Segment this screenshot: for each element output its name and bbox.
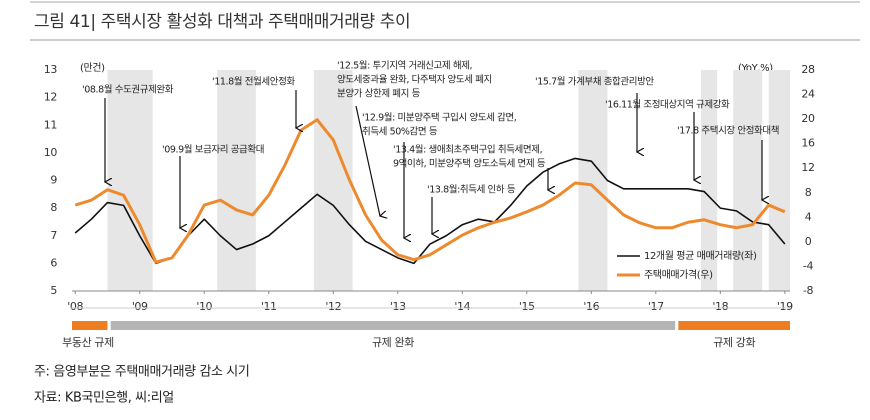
annotation: '13.8월:취득세 인하 등 bbox=[427, 184, 516, 196]
x-tick-label: '10 bbox=[196, 300, 212, 313]
source: 자료: KB국민은행, 씨:리얼 bbox=[34, 390, 174, 406]
x-tick-label: '17 bbox=[648, 300, 664, 313]
y2-tick-label: 0 bbox=[805, 235, 812, 248]
period-bar bbox=[110, 321, 676, 330]
annotation: '12.9월: 미분양주택 구입시 양도세 감면, bbox=[362, 112, 517, 124]
x-tick-label: '08 bbox=[67, 300, 83, 313]
y-tick-label: 10 bbox=[44, 146, 58, 159]
annotation: '17.8 주택시장 안정화대책 bbox=[677, 126, 779, 137]
y-tick-label: 8 bbox=[50, 201, 57, 214]
y2-tick-label: 20 bbox=[801, 112, 815, 125]
y2-axis-unit: (YoY,%) bbox=[738, 63, 773, 74]
shaded-period bbox=[578, 70, 608, 291]
period-label: 부동산 규제 bbox=[62, 336, 114, 349]
series-line bbox=[74, 157, 786, 265]
y2-tick-label: 12 bbox=[801, 161, 814, 174]
shaded-period bbox=[313, 70, 353, 291]
shaded-period bbox=[700, 70, 718, 291]
period-label: 규제 강화 bbox=[713, 336, 755, 349]
annotation: '13.4월: 생애최초주택구입 취득세면제, bbox=[393, 144, 543, 156]
x-tick-label: '19 bbox=[777, 300, 793, 313]
x-tick-label: '13 bbox=[390, 300, 406, 313]
y-tick-label: 13 bbox=[44, 63, 58, 76]
shaded-period bbox=[768, 70, 790, 291]
legend-label: 12개월 평균 매매거래량(좌) bbox=[644, 250, 757, 262]
note: 주: 음영부분은 주택매매거래량 감소 시기 bbox=[34, 365, 249, 380]
annotation: 9억이하, 미분양주택 양도소득세 면제 등 bbox=[393, 158, 546, 170]
x-tick-label: '12 bbox=[325, 300, 341, 313]
annotation: '09.9월 보금자리 공급확대 bbox=[162, 144, 264, 156]
annotation-arrow bbox=[355, 105, 380, 216]
plot-area: 5 6 7 8 9 10 11 12 13 -8 -4 0 4 8 12 16 20 24 28 '08 '09 '10 '… bbox=[44, 60, 816, 350]
shaded-period bbox=[733, 70, 763, 291]
y-tick-label: 5 bbox=[50, 284, 57, 297]
x-tick-label: '14 bbox=[454, 300, 470, 313]
y2-tick-label: 16 bbox=[801, 137, 815, 150]
annotation: 분양가 상한제 폐지 등 bbox=[337, 88, 421, 100]
annotation: 취득세 50%감면 등 bbox=[362, 126, 438, 138]
y2-tick-label: 28 bbox=[801, 63, 815, 76]
x-tick-label: '18 bbox=[712, 300, 728, 313]
annotation: '16.11월 조정대상지역 규제강화 bbox=[605, 99, 730, 111]
period-label: 규제 완화 bbox=[372, 336, 414, 349]
y-tick-label: 11 bbox=[44, 118, 57, 131]
x-tick-label: '09 bbox=[132, 300, 148, 313]
y-axis-unit: (만건) bbox=[80, 62, 105, 74]
y2-tick-label: 24 bbox=[801, 88, 815, 101]
x-tick-label: '16 bbox=[583, 300, 599, 313]
shaded-period bbox=[217, 70, 256, 291]
annotation: 양도세중과율 완화, 다주택자 양도세 폐지 bbox=[337, 74, 492, 86]
y2-tick-label: 4 bbox=[805, 210, 812, 223]
y2-tick-label: -4 bbox=[803, 259, 814, 272]
period-bar bbox=[678, 321, 790, 330]
x-tick-label: '11 bbox=[261, 300, 277, 313]
chart-title: 그림 41| 주택시장 활성화 대책과 주택매매거래량 추이 bbox=[34, 12, 410, 32]
annotation: '15.7월 가계부채 종합관리방안 bbox=[535, 76, 654, 88]
period-bar bbox=[72, 321, 108, 330]
annotation: '12.5월: 투기지역 거래신고제 해제, bbox=[337, 60, 473, 72]
annotation: '08.8월 수도권규제완화 bbox=[82, 84, 174, 96]
series-line bbox=[74, 118, 786, 264]
y2-tick-label: 8 bbox=[805, 186, 812, 199]
shaded-period bbox=[107, 70, 153, 291]
y-tick-label: 6 bbox=[50, 256, 57, 269]
annotation: '11.8월 전월세안정화 bbox=[212, 76, 295, 88]
y-tick-label: 12 bbox=[44, 91, 57, 104]
y-tick-label: 9 bbox=[50, 174, 57, 187]
x-tick-label: '15 bbox=[519, 300, 535, 313]
y-tick-label: 7 bbox=[50, 229, 57, 242]
y2-tick-label: -8 bbox=[803, 284, 814, 297]
legend-label: 주택매매가격(우) bbox=[644, 268, 713, 281]
